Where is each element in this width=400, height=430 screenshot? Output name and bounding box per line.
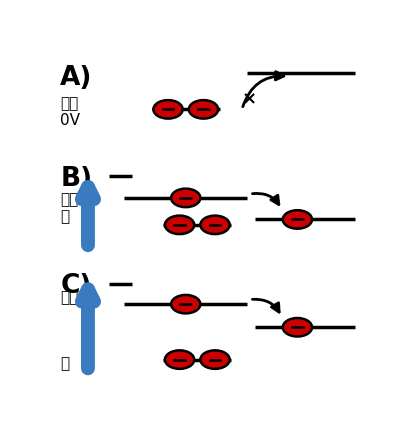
Text: 電圧: 電圧 (60, 291, 78, 305)
Text: A): A) (60, 65, 93, 92)
Ellipse shape (283, 318, 312, 337)
Ellipse shape (171, 189, 200, 207)
Text: 0V: 0V (60, 114, 80, 129)
Text: 大: 大 (60, 356, 69, 371)
Ellipse shape (154, 100, 183, 119)
Ellipse shape (165, 215, 194, 234)
Ellipse shape (200, 350, 230, 369)
Text: C): C) (60, 273, 92, 299)
Text: ×: × (242, 90, 257, 108)
Ellipse shape (189, 100, 218, 119)
Text: B): B) (60, 166, 92, 191)
Ellipse shape (283, 210, 312, 229)
Ellipse shape (165, 350, 194, 369)
Ellipse shape (171, 295, 200, 313)
Text: 小: 小 (60, 210, 69, 224)
Text: 電圧: 電圧 (60, 192, 78, 207)
Ellipse shape (200, 215, 230, 234)
Text: 電圧: 電圧 (60, 96, 78, 111)
